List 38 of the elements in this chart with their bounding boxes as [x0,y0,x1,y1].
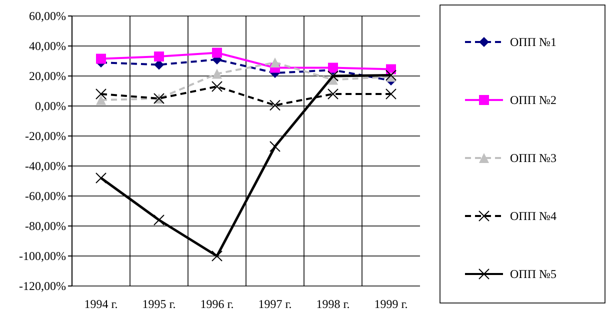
point [154,52,164,62]
y-tick-label: 20,00% [29,69,66,84]
y-tick-label: -120,00% [19,279,66,294]
point [212,68,222,79]
x-tick-label: 1995 г. [142,297,176,311]
point [328,70,338,82]
y-tick-label: -60,00% [25,189,66,204]
point [386,88,396,100]
legend-label: ОПП №2 [510,93,556,108]
y-tick-label: -80,00% [25,219,66,234]
point [154,214,164,226]
y-tick-label: -40,00% [25,159,66,174]
point [96,95,106,105]
point [270,58,280,68]
y-tick-label: -20,00% [25,129,66,144]
point [96,54,106,64]
legend-label: ОПП №3 [510,151,556,166]
legend-label: ОПП №5 [510,267,556,282]
point [96,172,106,184]
y-tick-label: 60,00% [29,9,66,24]
legend-label: ОПП №4 [510,209,556,224]
point [270,141,280,152]
point [212,81,222,92]
point [96,88,106,100]
point [270,100,280,111]
y-tick-label: -100,00% [19,249,66,264]
point [328,62,338,73]
x-tick-label: 1997 г. [258,297,292,311]
y-tick-label: 40,00% [29,39,66,54]
point [212,48,222,58]
x-tick-label: 1998 г. [316,297,350,311]
legend-label: ОПП №1 [510,35,556,50]
x-tick-label: 1994 г. [84,297,118,311]
y-tick-label: 0,00% [35,99,66,114]
point [212,250,222,262]
point [328,88,338,100]
x-tick-label: 1996 г. [200,297,234,311]
x-tick-label: 1999 г. [374,297,408,311]
